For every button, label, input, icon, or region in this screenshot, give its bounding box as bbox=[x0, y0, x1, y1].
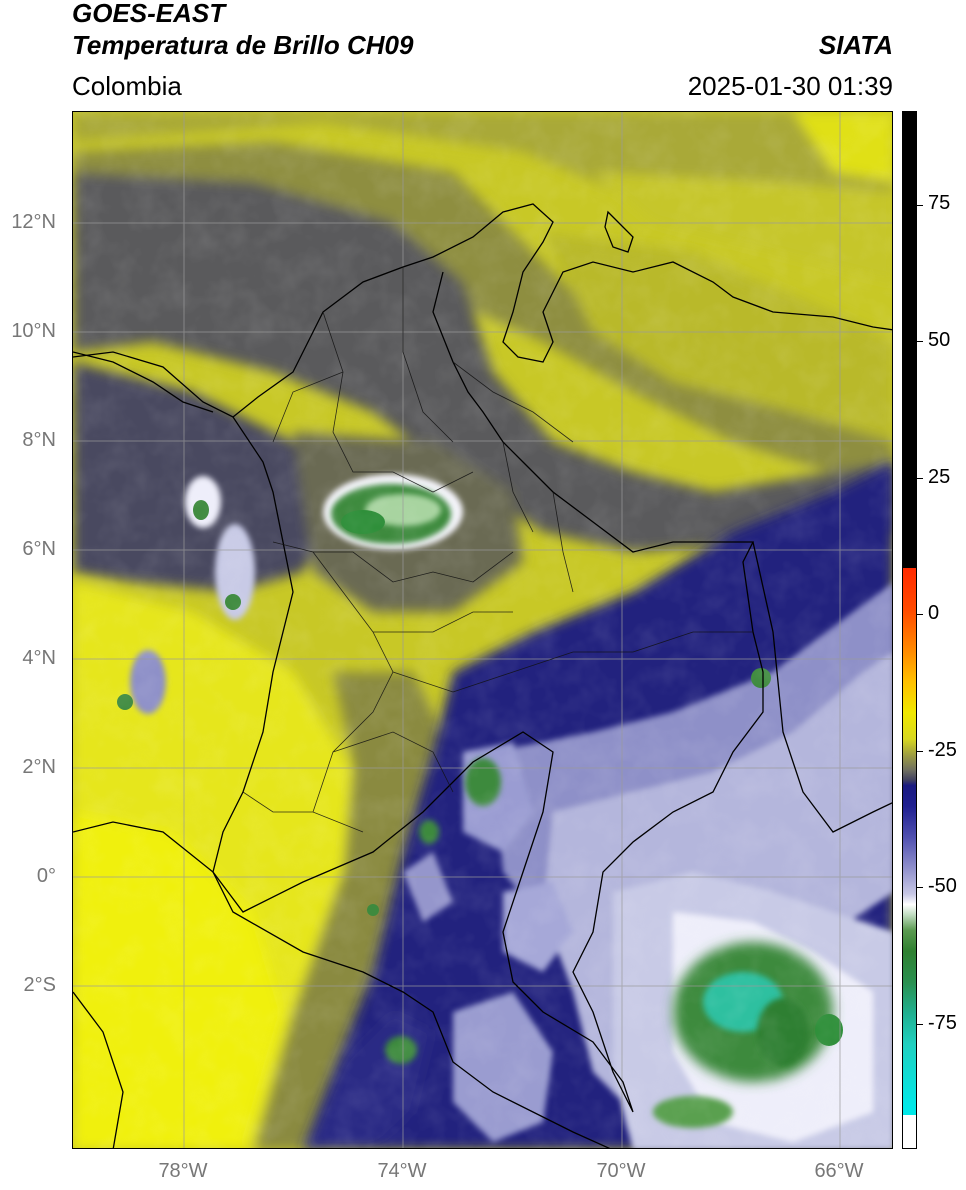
lat-label-10n: 10°N bbox=[11, 320, 56, 342]
colorbar-tick-0 bbox=[917, 614, 923, 615]
title-line-2: Temperatura de Brillo CH09 bbox=[72, 30, 414, 60]
colorbar-label-neg25: -25 bbox=[928, 739, 957, 761]
lat-label-4n: 4°N bbox=[22, 647, 56, 669]
lon-label-70w: 70°W bbox=[596, 1160, 646, 1182]
datetime-label: 2025-01-30 01:39 bbox=[687, 71, 893, 101]
brand-label: SIATA bbox=[818, 30, 893, 60]
colorbar-label-50: 50 bbox=[928, 329, 951, 351]
colorbar-label-neg75: -75 bbox=[928, 1012, 957, 1034]
colorbar-label-75: 75 bbox=[928, 192, 951, 214]
region-label: Colombia bbox=[72, 71, 182, 101]
lon-label-78w: 78°W bbox=[158, 1160, 208, 1182]
brightness-temperature-image bbox=[73, 112, 892, 1148]
colorbar-tick-neg75 bbox=[917, 1024, 923, 1025]
lat-label-2n: 2°N bbox=[22, 756, 56, 778]
colorbar-tick-neg25 bbox=[917, 751, 923, 752]
colorbar-tick-75 bbox=[917, 205, 923, 206]
colorbar-tick-50 bbox=[917, 341, 923, 342]
lat-label-0: 0° bbox=[36, 865, 56, 887]
colorbar bbox=[902, 111, 917, 1149]
satellite-map bbox=[72, 111, 893, 1149]
lat-label-12n: 12°N bbox=[11, 211, 56, 233]
coastlines-and-borders bbox=[73, 203, 892, 1148]
lat-label-8n: 8°N bbox=[22, 429, 56, 451]
colorbar-label-0: 0 bbox=[928, 602, 940, 624]
colorbar-label-25: 25 bbox=[928, 466, 951, 488]
title-line-1: GOES-EAST bbox=[72, 0, 226, 28]
colorbar-tick-neg50 bbox=[917, 887, 923, 888]
colorbar-label-neg50: -50 bbox=[928, 875, 957, 897]
texture-overlay bbox=[73, 112, 892, 1148]
lon-label-66w: 66°W bbox=[814, 1160, 864, 1182]
lon-label-74w: 74°W bbox=[377, 1160, 427, 1182]
department-borders bbox=[242, 267, 753, 833]
lat-label-2s: 2°S bbox=[23, 974, 56, 996]
lat-label-6n: 6°N bbox=[22, 538, 56, 560]
colorbar-tick-25 bbox=[917, 478, 923, 479]
